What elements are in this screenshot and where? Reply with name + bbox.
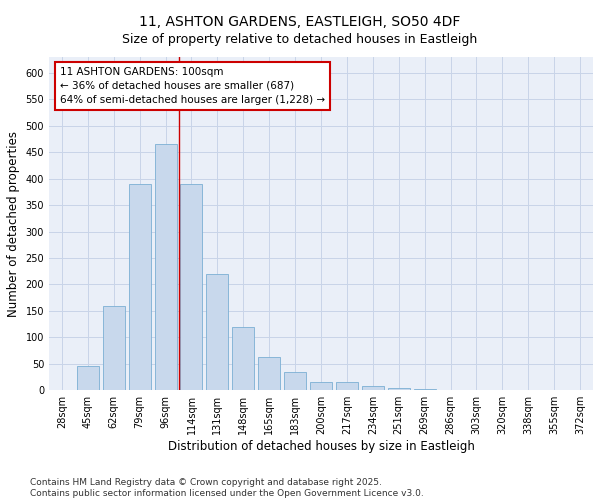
- Bar: [284, 372, 306, 390]
- Text: 11 ASHTON GARDENS: 100sqm
← 36% of detached houses are smaller (687)
64% of semi: 11 ASHTON GARDENS: 100sqm ← 36% of detac…: [60, 67, 325, 105]
- Bar: [155, 144, 176, 390]
- Y-axis label: Number of detached properties: Number of detached properties: [7, 130, 20, 316]
- Bar: [128, 184, 151, 390]
- Bar: [336, 382, 358, 390]
- Bar: [258, 357, 280, 390]
- Text: 11, ASHTON GARDENS, EASTLEIGH, SO50 4DF: 11, ASHTON GARDENS, EASTLEIGH, SO50 4DF: [139, 15, 461, 29]
- Bar: [388, 388, 410, 390]
- Text: Contains HM Land Registry data © Crown copyright and database right 2025.
Contai: Contains HM Land Registry data © Crown c…: [30, 478, 424, 498]
- Bar: [103, 306, 125, 390]
- X-axis label: Distribution of detached houses by size in Eastleigh: Distribution of detached houses by size …: [167, 440, 475, 453]
- Bar: [232, 327, 254, 390]
- Bar: [310, 382, 332, 390]
- Bar: [77, 366, 99, 390]
- Bar: [413, 389, 436, 390]
- Bar: [362, 386, 384, 390]
- Bar: [181, 184, 202, 390]
- Bar: [206, 274, 229, 390]
- Text: Size of property relative to detached houses in Eastleigh: Size of property relative to detached ho…: [122, 32, 478, 46]
